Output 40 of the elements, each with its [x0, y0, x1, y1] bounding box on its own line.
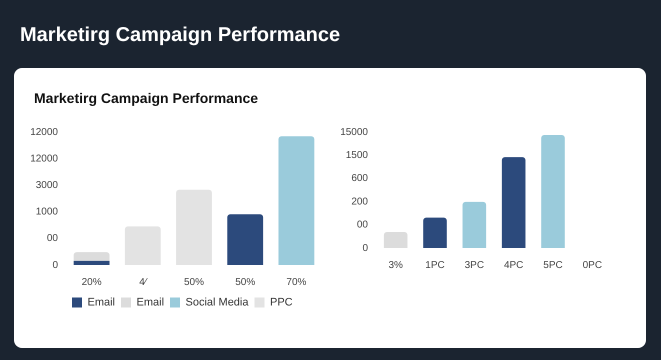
x-tick-label: 3% — [388, 260, 403, 271]
x-tick-label: 70% — [286, 276, 307, 288]
x-tick-label: 4PC — [504, 260, 524, 271]
bar — [462, 202, 486, 248]
x-tick-label: 50% — [235, 276, 256, 288]
x-tick-label: 20% — [82, 276, 102, 288]
text: 600 — [351, 173, 368, 184]
chart-title: Marketirg Campaign Performance — [20, 24, 340, 47]
chart-subtitle: Marketirg Campaign Performance — [34, 90, 258, 106]
bar — [227, 214, 264, 265]
bar — [74, 252, 110, 261]
text: 200 — [351, 196, 368, 208]
bar — [176, 190, 212, 265]
legend-label: Social Media — [186, 296, 250, 309]
text: 3000 — [36, 180, 58, 191]
bar — [278, 136, 314, 265]
x-tick-label: 1PC — [425, 260, 445, 271]
x-tick-label: 5PC — [543, 260, 563, 271]
bar — [423, 218, 447, 248]
text: 12000 — [30, 126, 58, 138]
text: 00 — [356, 220, 368, 231]
bar — [124, 226, 161, 265]
bar — [541, 135, 565, 248]
x-tick-label: 50% — [184, 276, 204, 288]
text: 1000 — [36, 206, 58, 218]
legend-label: Email — [136, 296, 164, 309]
legend-label: PPC — [270, 296, 293, 309]
text: 12000 — [30, 153, 58, 164]
legend-label: Email — [88, 296, 116, 309]
text: 0 — [362, 242, 368, 254]
x-tick-label: 0PC — [582, 260, 602, 271]
text: 0 — [52, 260, 58, 271]
bar — [74, 260, 110, 265]
x-tick-label: 3PC — [464, 260, 484, 271]
text: 1500 — [346, 150, 368, 161]
bar — [502, 157, 526, 248]
text: 15000 — [340, 126, 368, 138]
x-tick-label: 4⁄ — [139, 276, 148, 288]
bar — [384, 232, 408, 248]
text: 00 — [46, 233, 58, 244]
